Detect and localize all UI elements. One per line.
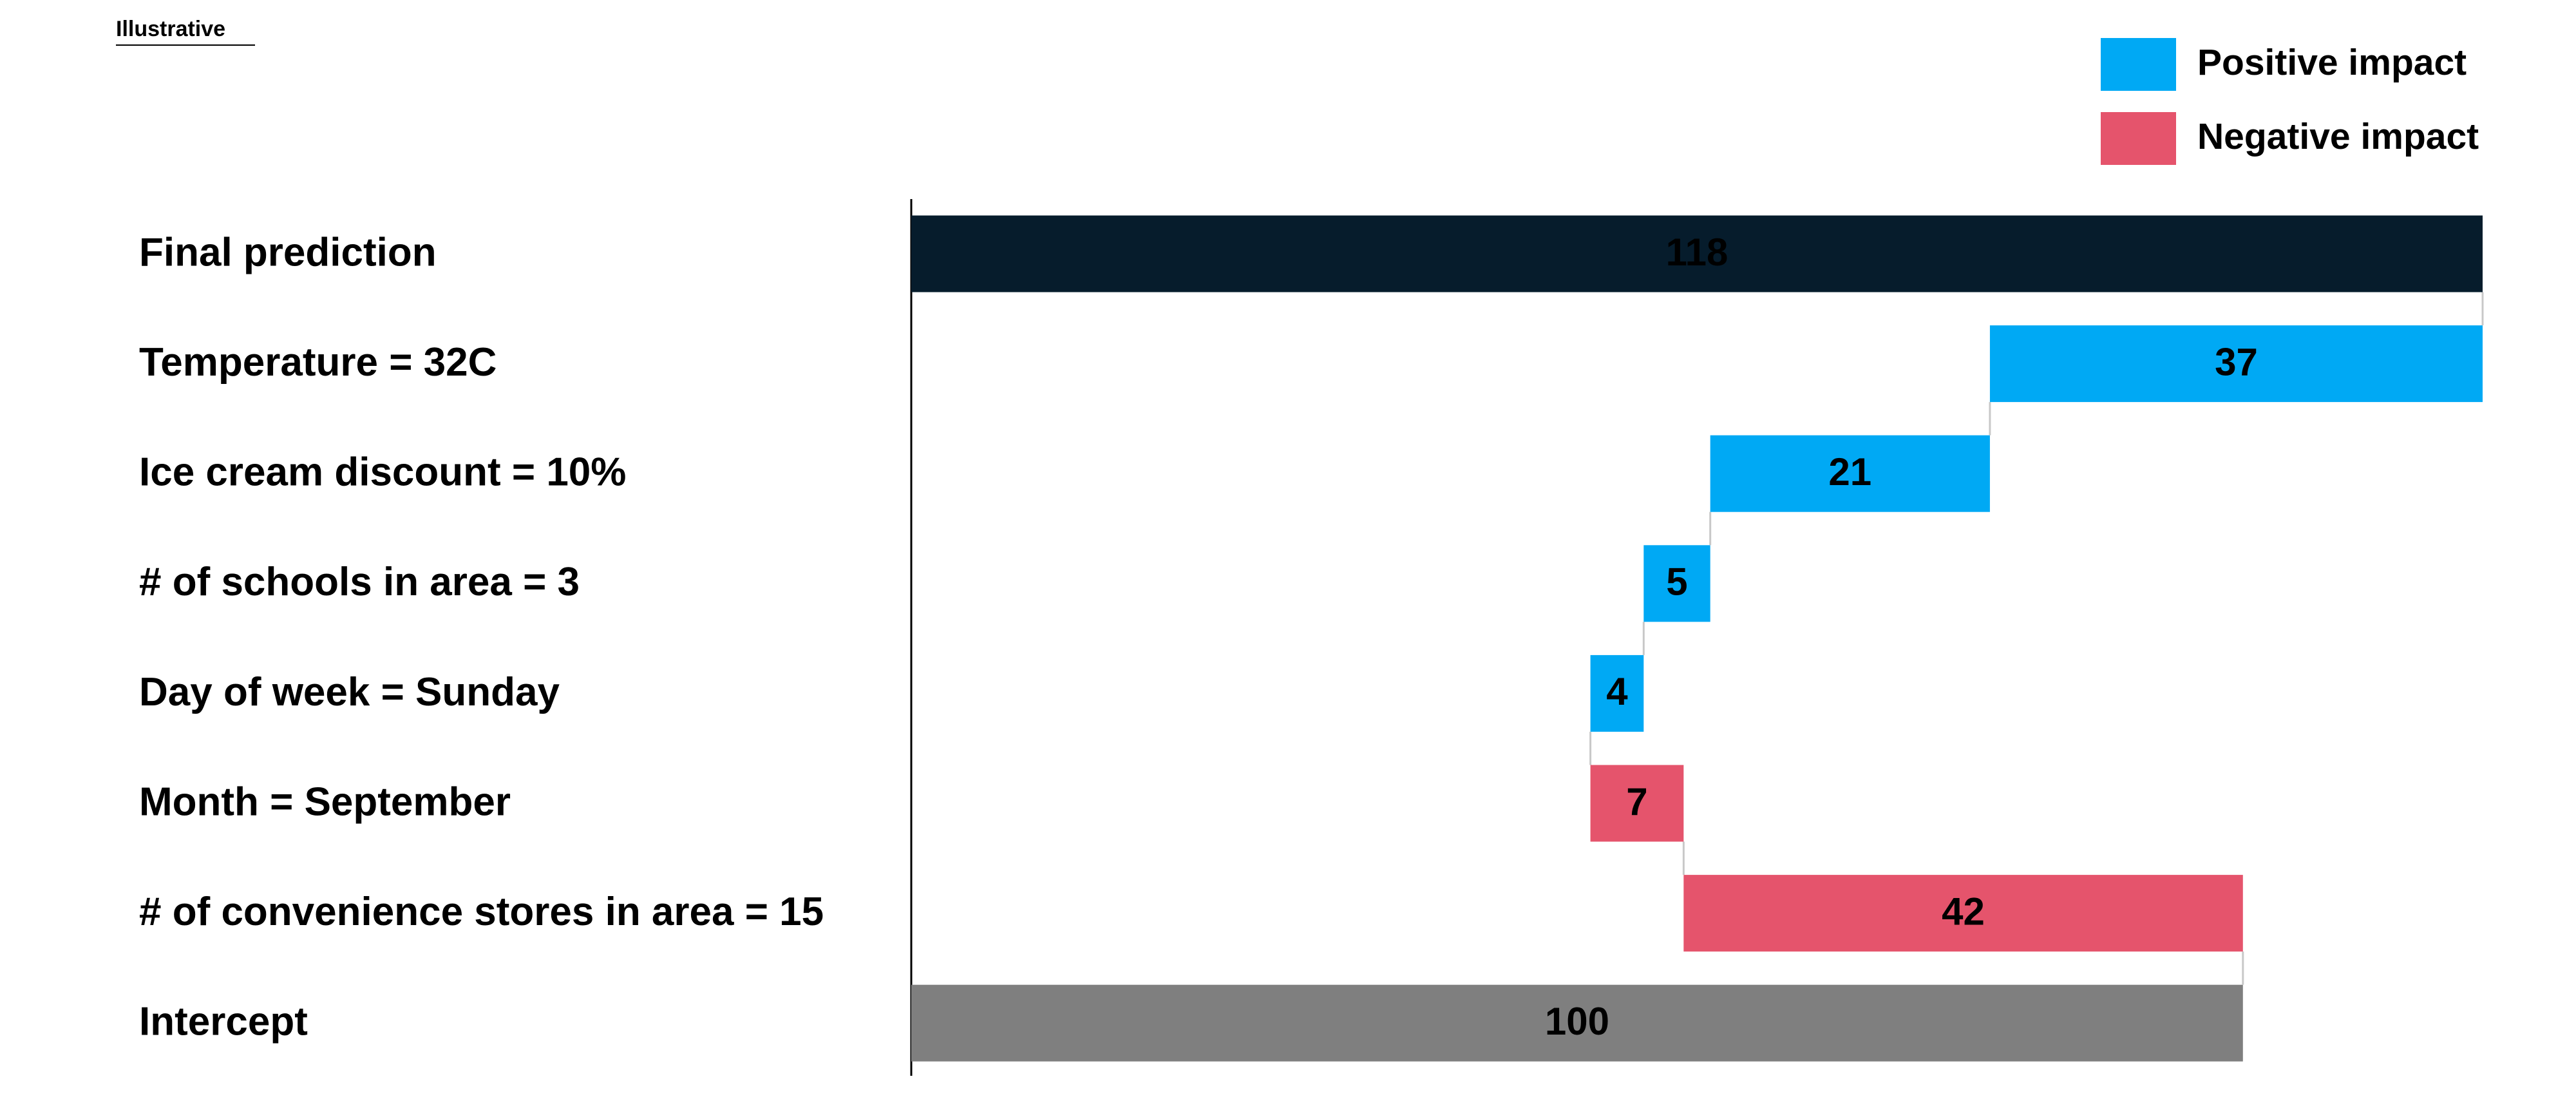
legend-swatch — [2101, 38, 2176, 91]
value-label: 7 — [1626, 780, 1647, 823]
value-label: 42 — [1942, 890, 1985, 933]
bar — [911, 215, 2483, 292]
category-label: # of schools in area = 3 — [139, 560, 580, 604]
category-label: # of convenience stores in area = 15 — [139, 890, 824, 934]
note: Illustrative — [116, 17, 225, 41]
value-label: 100 — [1545, 1000, 1609, 1043]
category-label: Ice cream discount = 10% — [139, 450, 626, 495]
legend-label: Positive impact — [2197, 42, 2467, 83]
value-label: 5 — [1666, 560, 1687, 604]
value-label: 37 — [2215, 340, 2258, 383]
bar — [911, 984, 2243, 1062]
bar — [1643, 545, 1710, 622]
category-label: Final prediction — [139, 230, 437, 274]
category-label: Temperature = 32C — [139, 340, 497, 385]
category-label: Day of week = Sunday — [139, 670, 560, 714]
value-label: 118 — [1666, 231, 1728, 274]
bar — [1989, 325, 2483, 403]
bar — [1590, 655, 1644, 732]
category-label: Intercept — [139, 1000, 308, 1044]
bar — [1710, 435, 1990, 512]
legend-label: Negative impact — [2197, 116, 2479, 157]
bar — [1683, 875, 2243, 952]
bar — [1590, 765, 1684, 842]
legend-swatch — [2101, 112, 2176, 165]
value-label: 4 — [1606, 670, 1628, 713]
value-label: 21 — [1828, 450, 1871, 493]
category-label: Month = September — [139, 779, 511, 824]
